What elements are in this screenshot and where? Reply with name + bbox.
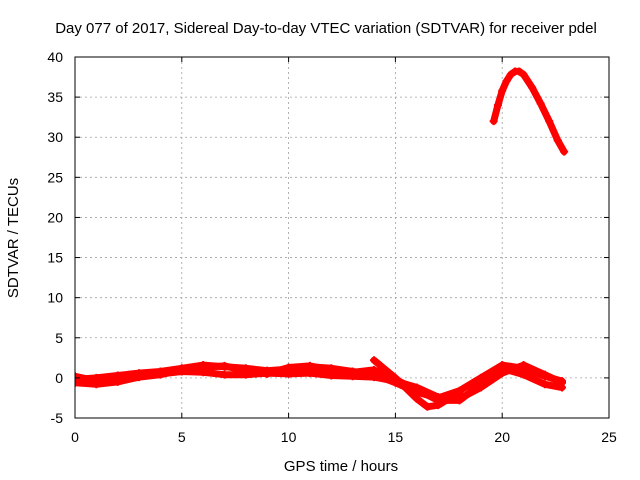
data-point [560,147,569,156]
data-point [75,378,79,387]
data-point [220,361,229,370]
data-point [135,373,144,382]
data-point [113,377,122,386]
data-point [455,396,464,405]
data-point [241,366,250,375]
tick-layer: 0 5 10 15 20 25 -5 0 5 10 15 20 25 30 35 40 [47,49,617,445]
data-point [444,394,453,403]
data-point [519,370,528,379]
data-point [199,363,208,372]
data-point [540,370,549,379]
series-track-e [490,67,568,156]
data-point [75,372,79,381]
y-tick-label: 35 [47,89,63,105]
x-axis-label: GPS time / hours [284,458,398,475]
data-point [515,67,524,76]
data-point [476,380,485,389]
data-point [498,364,507,373]
y-tick-label: 20 [47,209,63,225]
data-point [545,117,554,126]
data-point [536,99,545,108]
data-point [493,101,502,110]
y-tick-label: 25 [47,169,63,185]
data-point [391,373,400,382]
data-point [558,383,567,392]
data-point [305,361,314,370]
data-point [327,365,336,374]
data-point [506,70,515,79]
x-tick-label: 20 [494,429,510,445]
data-point [220,370,229,379]
data-point [348,368,357,377]
y-tick-label: 5 [55,330,63,346]
data-point [305,369,314,378]
data-point [489,117,498,126]
x-tick-label: 25 [601,429,617,445]
data-point [498,86,507,95]
data-point [263,369,272,378]
data-point [412,385,421,394]
y-tick-label: 40 [47,49,63,65]
series-layer [75,67,569,411]
data-point [528,83,537,92]
data-point [519,70,528,79]
y-tick-label: 30 [47,129,63,145]
data-point [370,365,379,374]
data-point [370,356,379,365]
data-point [412,394,421,403]
data-point [502,77,511,86]
y-tick-label: 0 [55,370,63,386]
y-tick-label: 10 [47,290,63,306]
data-point [455,388,464,397]
data-point [553,136,562,145]
data-point [370,373,379,382]
data-point [519,361,528,370]
y-axis-label: SDTVAR / TECUs [5,178,22,298]
data-point [92,380,101,389]
x-tick-label: 0 [71,429,79,445]
data-point [284,363,293,372]
data-point [423,402,432,411]
y-tick-label: 15 [47,250,63,266]
chart-title: Day 077 of 2017, Sidereal Day-to-day VTE… [55,20,597,37]
y-tick-label: -5 [51,410,64,426]
data-point [156,370,165,379]
data-point [434,401,443,410]
data-point [177,365,186,374]
x-tick-label: 10 [281,429,297,445]
data-point [540,380,549,389]
x-tick-label: 15 [388,429,404,445]
x-tick-label: 5 [178,429,186,445]
plot-frame [74,56,610,419]
